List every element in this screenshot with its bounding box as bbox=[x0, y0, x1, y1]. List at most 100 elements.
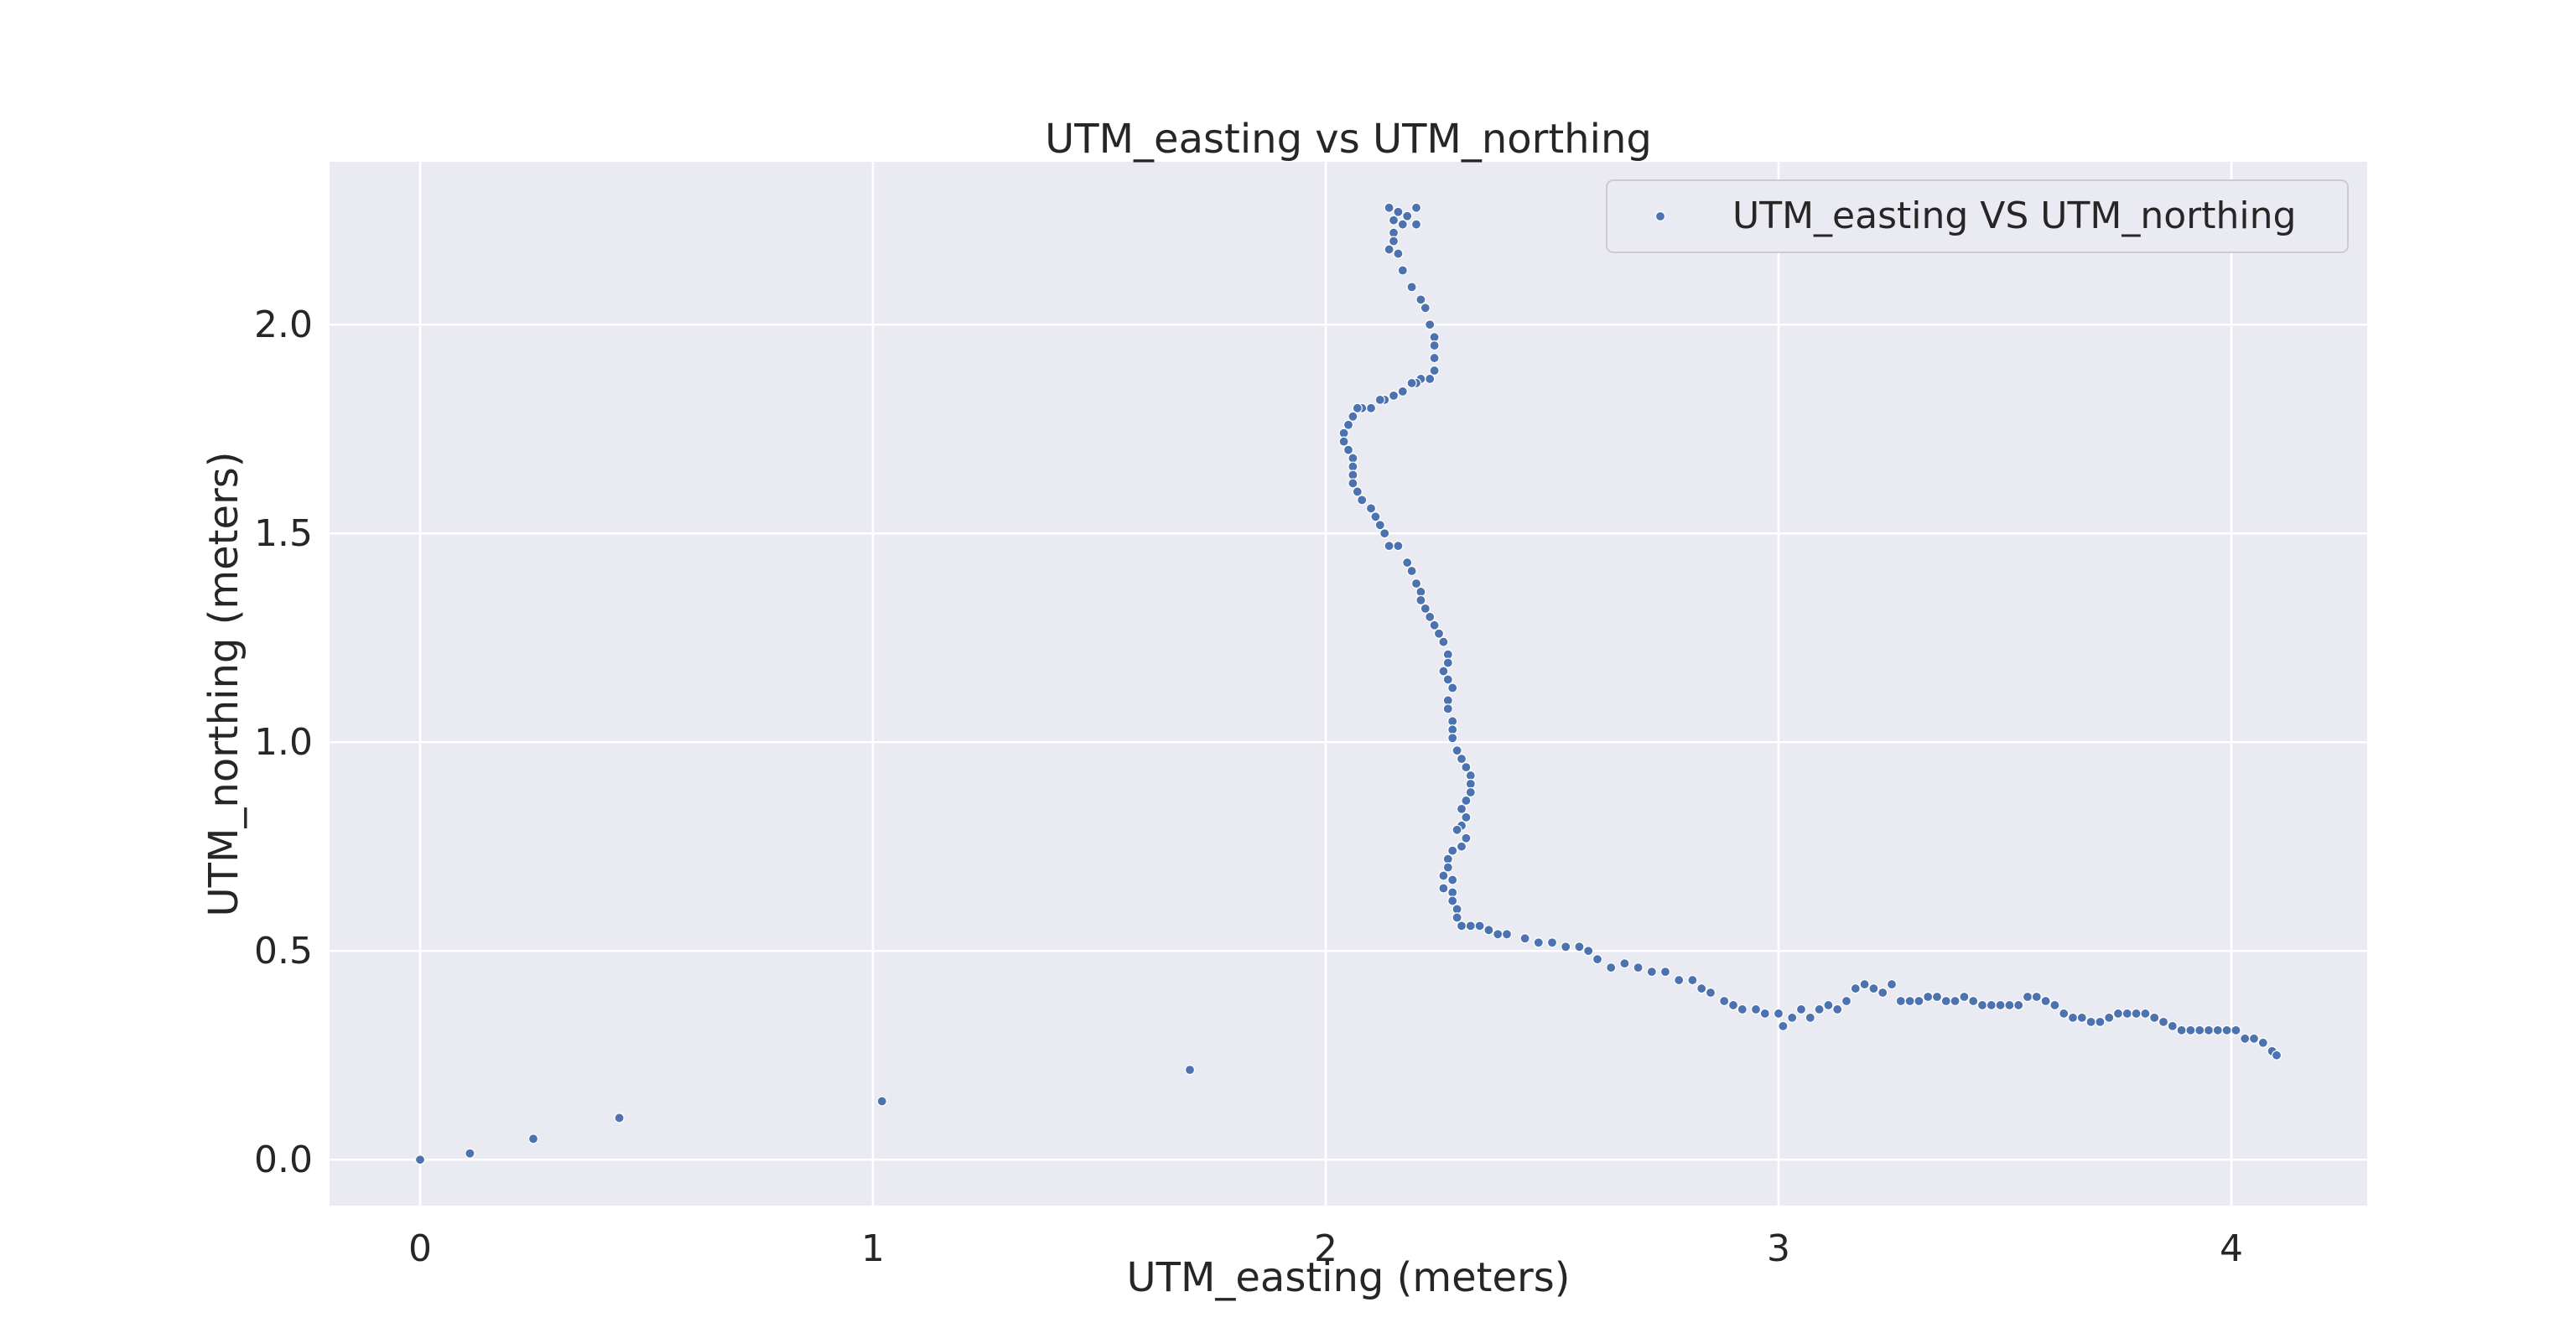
data-point bbox=[1474, 921, 1485, 931]
data-point bbox=[1397, 219, 1408, 230]
data-point bbox=[2167, 1020, 2178, 1031]
data-point bbox=[2122, 1008, 2132, 1019]
data-point bbox=[1696, 983, 1707, 994]
data-point bbox=[1406, 565, 1417, 577]
x-tick-labels: 0 1 2 3 4 bbox=[408, 1227, 2243, 1270]
chart-title: UTM_easting vs UTM_northing bbox=[1045, 116, 1652, 163]
data-point bbox=[1338, 436, 1349, 447]
x-tick-label: 0 bbox=[408, 1227, 432, 1270]
data-point bbox=[1348, 461, 1358, 472]
data-point bbox=[1365, 402, 1377, 413]
data-point bbox=[1465, 786, 1476, 798]
data-point bbox=[1561, 942, 1571, 952]
data-point bbox=[1429, 352, 1440, 364]
data-point bbox=[1447, 845, 1458, 856]
data-point bbox=[1447, 682, 1458, 693]
data-point bbox=[1456, 921, 1467, 931]
data-point bbox=[1886, 978, 1898, 990]
data-point bbox=[1959, 991, 1970, 1003]
data-point bbox=[1465, 770, 1476, 781]
y-tick-label: 0.0 bbox=[254, 1139, 313, 1181]
data-point bbox=[2022, 991, 2033, 1003]
data-point bbox=[1438, 883, 1449, 894]
x-tick-label: 3 bbox=[1767, 1227, 1790, 1270]
data-point bbox=[1429, 332, 1440, 343]
data-point bbox=[1429, 365, 1440, 376]
data-point bbox=[2049, 999, 2060, 1011]
x-axis-label: UTM_easting (meters) bbox=[1127, 1254, 1571, 1301]
data-point bbox=[1574, 942, 1585, 952]
data-point bbox=[2158, 1016, 2169, 1027]
data-point bbox=[2194, 1025, 2205, 1035]
y-tick-label: 1.5 bbox=[254, 512, 313, 555]
data-point bbox=[1750, 1004, 1762, 1015]
data-point bbox=[1384, 244, 1394, 255]
data-point bbox=[1452, 824, 1462, 835]
data-point bbox=[1338, 428, 1349, 438]
data-point bbox=[1950, 995, 1961, 1007]
data-point bbox=[2271, 1050, 2283, 1061]
data-point bbox=[1374, 394, 1385, 405]
data-point bbox=[1343, 419, 1354, 430]
data-point bbox=[1923, 991, 1934, 1003]
data-point bbox=[1452, 745, 1462, 756]
data-point bbox=[1420, 603, 1431, 614]
data-point bbox=[1646, 967, 1657, 978]
data-point bbox=[1402, 210, 1413, 221]
x-tick-label: 2 bbox=[1314, 1227, 1337, 1270]
data-point bbox=[1461, 833, 1472, 843]
data-point bbox=[2013, 999, 2024, 1011]
data-point bbox=[2221, 1025, 2232, 1035]
data-point bbox=[1493, 929, 1504, 940]
data-point bbox=[1438, 870, 1449, 881]
legend-label: UTM_easting VS UTM_northing bbox=[1732, 195, 2296, 237]
data-point bbox=[1778, 1020, 1789, 1031]
data-point bbox=[1447, 716, 1458, 727]
data-point bbox=[1438, 666, 1449, 677]
data-point bbox=[1397, 265, 1408, 276]
data-point bbox=[2040, 995, 2051, 1007]
data-point bbox=[1410, 202, 1422, 213]
data-point bbox=[1425, 373, 1436, 385]
data-point bbox=[1343, 444, 1354, 455]
data-point bbox=[1415, 294, 1426, 305]
data-point bbox=[1442, 853, 1453, 864]
data-point bbox=[2067, 1012, 2079, 1024]
data-point bbox=[2176, 1025, 2187, 1035]
data-point bbox=[1370, 511, 1381, 522]
grid-lines bbox=[330, 162, 2367, 1206]
data-point bbox=[1533, 937, 1544, 948]
data-point bbox=[2104, 1012, 2115, 1024]
data-point bbox=[1456, 754, 1467, 765]
legend-marker bbox=[1654, 210, 1666, 222]
y-axis-label: UTM_northing (meters) bbox=[200, 452, 247, 917]
data-point bbox=[1384, 202, 1394, 213]
data-point bbox=[1456, 841, 1467, 852]
data-point bbox=[414, 1154, 426, 1165]
data-point bbox=[1787, 1012, 1798, 1024]
data-point bbox=[1501, 929, 1513, 940]
data-point bbox=[1461, 812, 1472, 822]
data-point bbox=[2203, 1025, 2215, 1035]
data-point bbox=[1546, 937, 1558, 948]
data-point bbox=[1592, 954, 1603, 965]
data-point bbox=[1483, 925, 1494, 936]
data-point bbox=[1859, 978, 1870, 990]
data-point bbox=[1737, 1004, 1748, 1015]
data-point bbox=[1465, 921, 1476, 931]
data-point bbox=[1759, 1008, 1770, 1019]
data-point bbox=[1442, 657, 1453, 668]
data-point bbox=[1461, 795, 1472, 807]
data-point bbox=[1388, 227, 1400, 238]
data-point bbox=[2004, 999, 2015, 1011]
data-point bbox=[1447, 887, 1458, 898]
data-point bbox=[1352, 486, 1363, 497]
data-point bbox=[2059, 1008, 2070, 1019]
x-tick-label: 4 bbox=[2220, 1227, 2243, 1270]
data-point bbox=[1995, 999, 2006, 1011]
data-point bbox=[1823, 999, 1834, 1011]
y-tick-label: 1.0 bbox=[254, 721, 313, 764]
y-tick-labels: 0.0 0.5 1.0 1.5 2.0 bbox=[254, 303, 313, 1181]
data-point bbox=[2112, 1008, 2124, 1019]
data-point bbox=[1968, 995, 1979, 1007]
